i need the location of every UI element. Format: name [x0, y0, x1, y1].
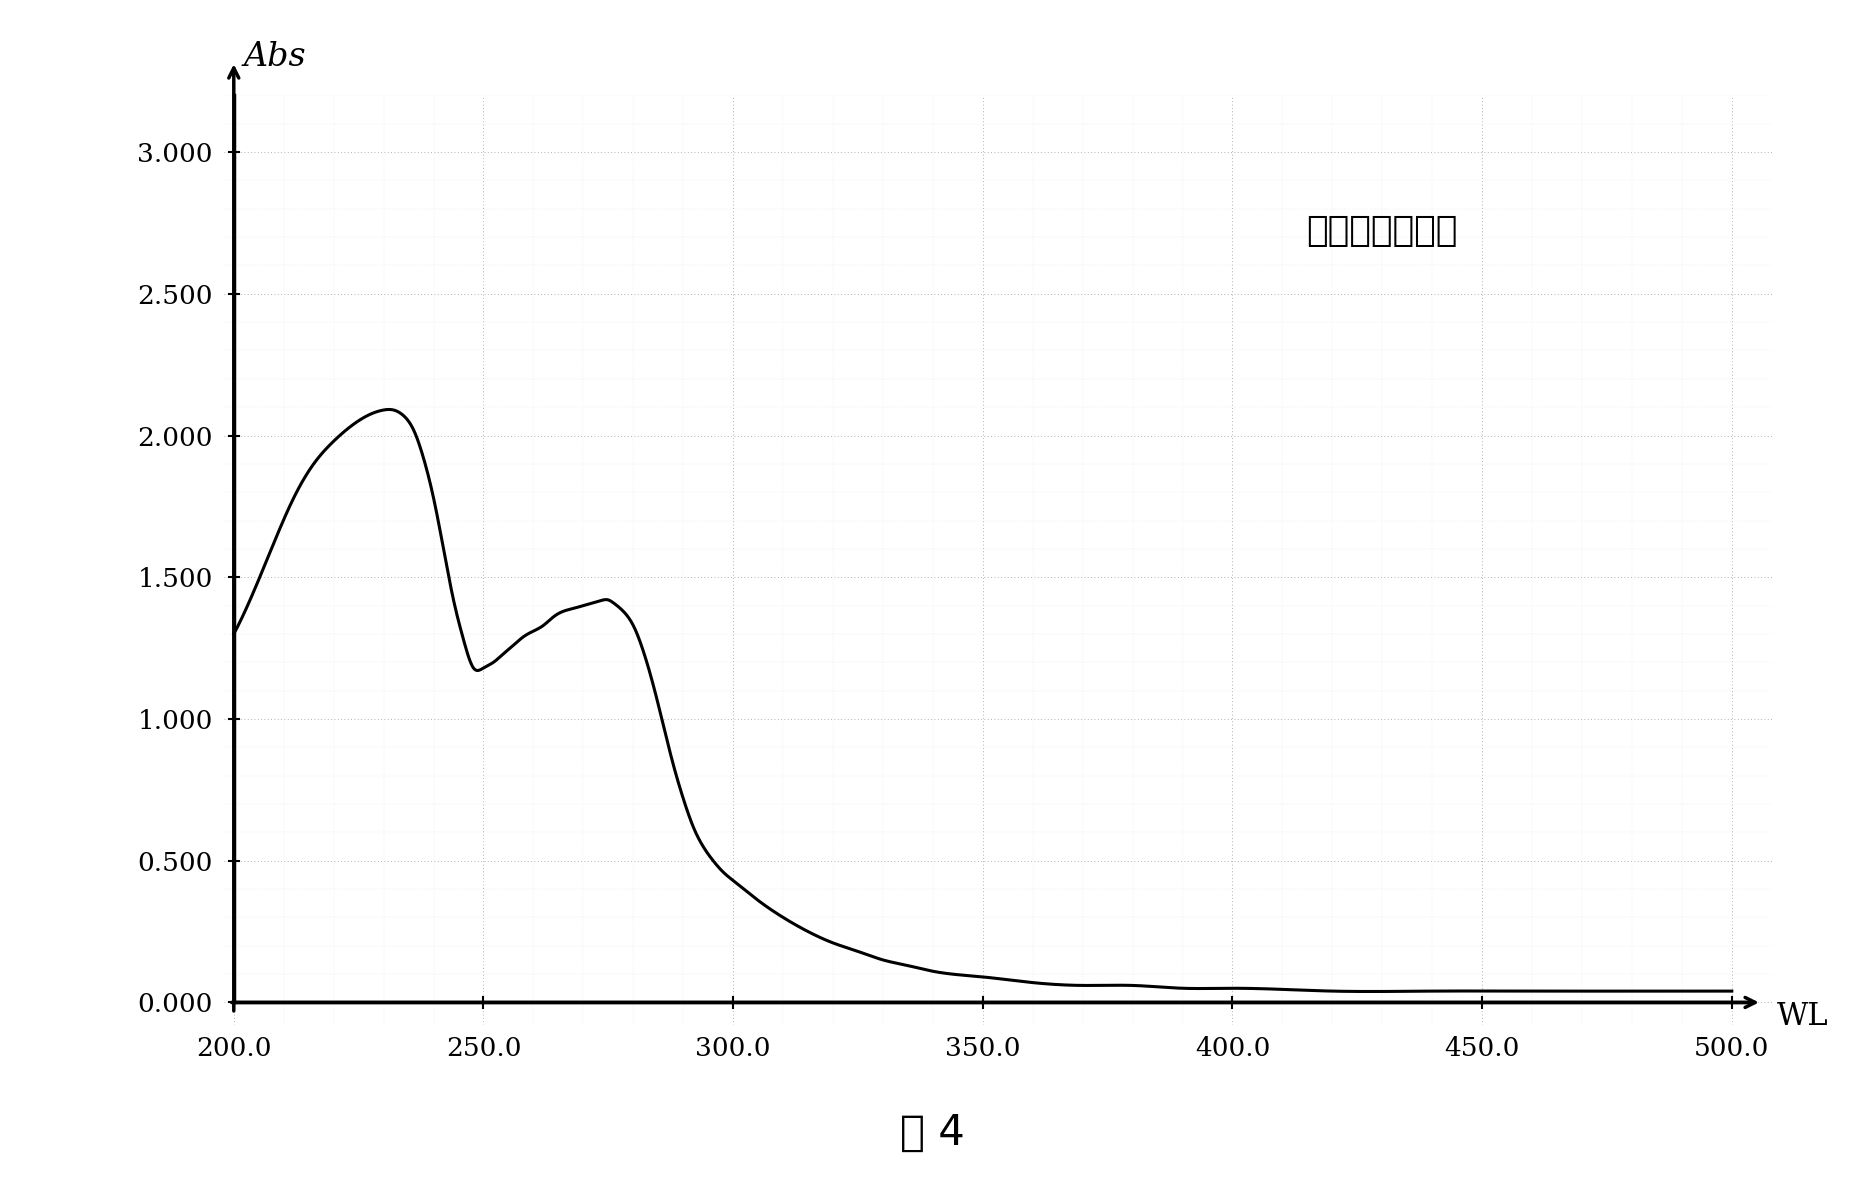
- Text: 抗原紫外吸收图: 抗原紫外吸收图: [1307, 215, 1458, 248]
- Text: 图 4: 图 4: [900, 1111, 964, 1154]
- Text: Abs: Abs: [244, 41, 306, 73]
- Text: WL: WL: [1776, 1001, 1827, 1032]
